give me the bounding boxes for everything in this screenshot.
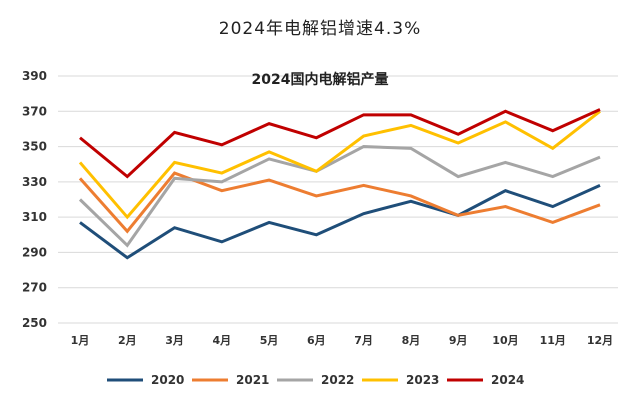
- legend: 2020 2021 2022 2023 2024: [107, 373, 524, 387]
- legend-label-2024: 2024: [491, 373, 524, 387]
- series-line-2020: [79, 184, 601, 260]
- grid-lines: [58, 75, 618, 324]
- legend-label-2023: 2023: [406, 373, 439, 387]
- y-tick-label: 350: [22, 140, 47, 154]
- x-tick-label: 7月: [354, 334, 373, 347]
- y-tick-label: 270: [22, 281, 47, 295]
- x-tick-label: 3月: [165, 334, 184, 347]
- x-tick-label: 2月: [118, 334, 137, 347]
- x-axis: 1月 2月 3月 4月 5月 6月 7月 8月 9月 10月 11月 12月: [71, 334, 613, 347]
- y-tick-label: 250: [22, 316, 47, 330]
- x-tick-label: 9月: [449, 334, 468, 347]
- series-line-2024: [79, 108, 601, 179]
- series-line-2023: [78, 110, 601, 220]
- x-tick-label: 12月: [587, 334, 613, 347]
- x-tick-label: 4月: [212, 334, 231, 347]
- y-tick-label: 390: [22, 69, 47, 83]
- headline: 2024年电解铝增速4.3%: [218, 19, 422, 39]
- x-tick-label: 1月: [71, 334, 90, 347]
- series-line-2021: [78, 171, 601, 234]
- chart-title: 2024国内电解铝产量: [252, 71, 389, 88]
- x-tick-label: 11月: [540, 334, 566, 347]
- x-tick-label: 10月: [492, 334, 518, 347]
- legend-label-2022: 2022: [321, 373, 354, 387]
- legend-label-2021: 2021: [236, 373, 269, 387]
- series-lines: [78, 108, 601, 260]
- y-tick-label: 290: [22, 245, 47, 259]
- y-tick-label: 330: [22, 175, 47, 189]
- legend-label-2020: 2020: [151, 373, 184, 387]
- y-axis: 250 270 290 310 330 350 370 390: [22, 69, 47, 330]
- y-tick-label: 370: [22, 104, 47, 118]
- y-tick-label: 310: [22, 210, 47, 224]
- series-line-2022: [78, 145, 601, 248]
- x-tick-label: 8月: [402, 334, 421, 347]
- x-tick-label: 6月: [307, 334, 326, 347]
- x-tick-label: 5月: [260, 334, 279, 347]
